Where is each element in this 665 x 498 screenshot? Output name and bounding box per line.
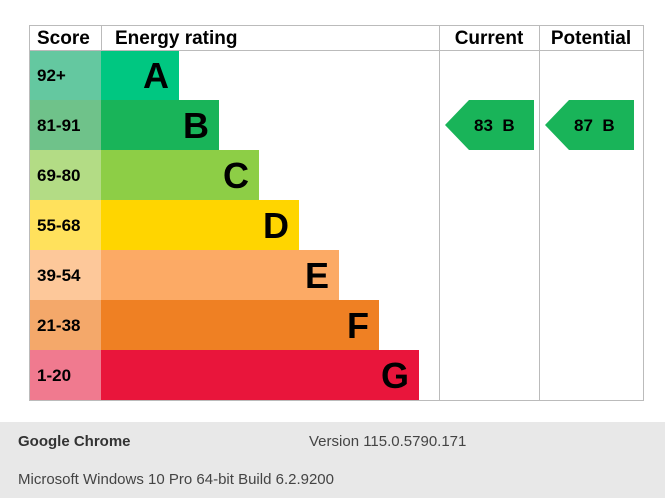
rating-bar-d [101,200,299,250]
rating-letter-a: A [143,55,169,96]
rating-letter-g: G [381,355,409,396]
score-cell-g [29,350,101,400]
rating-bar-c [101,150,259,200]
potential-rating-arrow [545,100,634,150]
score-label-b: 81-91 [37,116,80,135]
rating-bar-f [101,300,379,350]
rating-letter-f: F [347,305,369,346]
rating-bar-b [101,100,219,150]
rating-letter-d: D [263,205,289,246]
browser-info-footer: Google Chrome Version 115.0.5790.171 Mic… [0,422,665,498]
header-score: Score [37,28,90,49]
potential-rating-label: 87 B [574,116,615,135]
rating-bar-e [101,250,339,300]
score-cell-f [29,300,101,350]
score-label-c: 69-80 [37,166,80,185]
browser-version: Version 115.0.5790.171 [309,433,467,450]
rating-letter-e: E [305,255,329,296]
operating-system: Microsoft Windows 10 Pro 64-bit Build 6.… [18,471,334,488]
rating-bar-g [101,350,419,400]
score-cell-b [29,100,101,150]
rating-bar-a [101,50,179,100]
chart-border [29,25,644,401]
score-cell-d [29,200,101,250]
rating-letter-b: B [183,105,209,146]
epc-chart: 92+ A 81-91 B 69-80 C 55-68 D 39-54 E 21-38 F 1-20 G S… [29,25,644,401]
browser-name: Google Chrome [18,433,131,450]
rating-letter-c: C [223,155,249,196]
score-label-f: 21-38 [37,316,80,335]
current-rating-label: 83 B [474,116,515,135]
score-label-a: 92+ [37,66,66,85]
score-label-g: 1-20 [37,366,71,385]
header-potential: Potential [551,28,631,49]
current-rating-arrow [445,100,534,150]
score-cell-c [29,150,101,200]
header-current: Current [455,28,524,49]
score-cell-e [29,250,101,300]
score-label-d: 55-68 [37,216,80,235]
score-label-e: 39-54 [37,266,81,285]
epc-chart-svg: 92+ A 81-91 B 69-80 C 55-68 D 39-54 E 21-38 F 1-20 G S… [29,25,644,401]
score-cell-a [29,50,101,100]
header-energy-rating: Energy rating [115,28,237,49]
